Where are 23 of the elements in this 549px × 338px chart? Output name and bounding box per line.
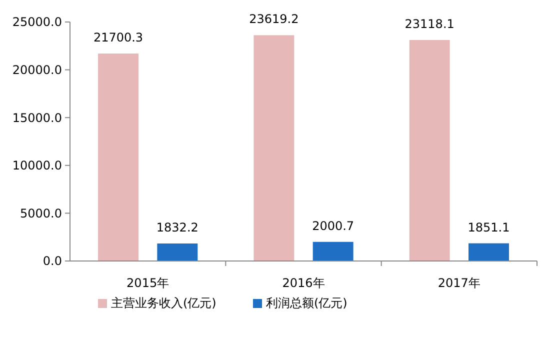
x-tick-label: 2015年 [126, 276, 170, 290]
bar [98, 54, 138, 261]
bar [409, 40, 450, 261]
bar [157, 243, 198, 261]
y-tick-label: 25000.0 [12, 15, 62, 30]
data-label: 1832.2 [156, 220, 198, 234]
data-label: 21700.3 [93, 30, 144, 45]
x-tick-label: 2016年 [282, 276, 325, 290]
bar [468, 243, 509, 261]
legend-label: 利润总额(亿元) [266, 296, 348, 310]
data-label: 23619.2 [249, 12, 299, 26]
y-tick-label: 20000.0 [12, 63, 62, 77]
data-label: 1851.1 [468, 220, 510, 234]
data-label: 2000.7 [312, 218, 354, 233]
data-label: 23118.1 [404, 16, 454, 31]
y-tick-label: 0.0 [42, 254, 62, 268]
legend-label: 主营业务收入(亿元) [111, 296, 216, 310]
bar [312, 242, 354, 261]
y-tick-label: 5000.0 [20, 206, 62, 220]
y-tick-label: 15000.0 [12, 110, 62, 125]
bar [254, 35, 294, 261]
x-tick-label: 2017年 [438, 276, 480, 290]
y-tick-label: 10000.0 [12, 158, 62, 173]
